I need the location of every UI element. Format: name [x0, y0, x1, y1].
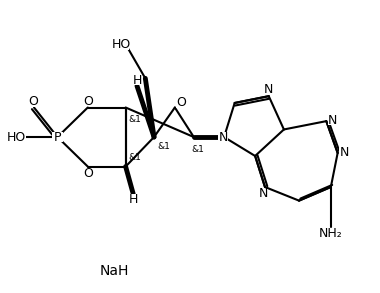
- Text: H: H: [132, 74, 142, 87]
- FancyBboxPatch shape: [339, 147, 349, 157]
- FancyBboxPatch shape: [176, 98, 187, 108]
- Text: HO: HO: [7, 131, 26, 144]
- Text: N: N: [218, 131, 228, 144]
- FancyBboxPatch shape: [263, 85, 273, 94]
- Text: NH₂: NH₂: [319, 227, 343, 240]
- Text: HO: HO: [112, 38, 131, 51]
- Text: N: N: [328, 114, 337, 127]
- FancyBboxPatch shape: [321, 229, 340, 239]
- FancyBboxPatch shape: [258, 189, 268, 198]
- Text: O: O: [83, 166, 93, 180]
- FancyBboxPatch shape: [115, 39, 129, 50]
- Text: &1: &1: [157, 142, 170, 151]
- Text: &1: &1: [191, 145, 204, 154]
- FancyBboxPatch shape: [52, 132, 63, 142]
- Text: N: N: [263, 83, 273, 96]
- FancyBboxPatch shape: [328, 116, 338, 125]
- FancyBboxPatch shape: [28, 96, 38, 107]
- Text: NaH: NaH: [100, 265, 129, 278]
- FancyBboxPatch shape: [218, 132, 228, 142]
- Text: O: O: [177, 96, 187, 110]
- Text: N: N: [259, 187, 268, 200]
- Text: O: O: [28, 95, 38, 108]
- FancyBboxPatch shape: [83, 96, 93, 106]
- FancyBboxPatch shape: [83, 168, 93, 178]
- FancyBboxPatch shape: [133, 76, 141, 85]
- FancyBboxPatch shape: [129, 194, 138, 204]
- Text: H: H: [128, 193, 138, 206]
- Text: &1: &1: [129, 115, 141, 125]
- FancyBboxPatch shape: [7, 132, 26, 142]
- Text: O: O: [83, 95, 93, 108]
- Text: N: N: [339, 146, 349, 159]
- Text: P: P: [54, 131, 61, 144]
- Text: &1: &1: [129, 153, 141, 162]
